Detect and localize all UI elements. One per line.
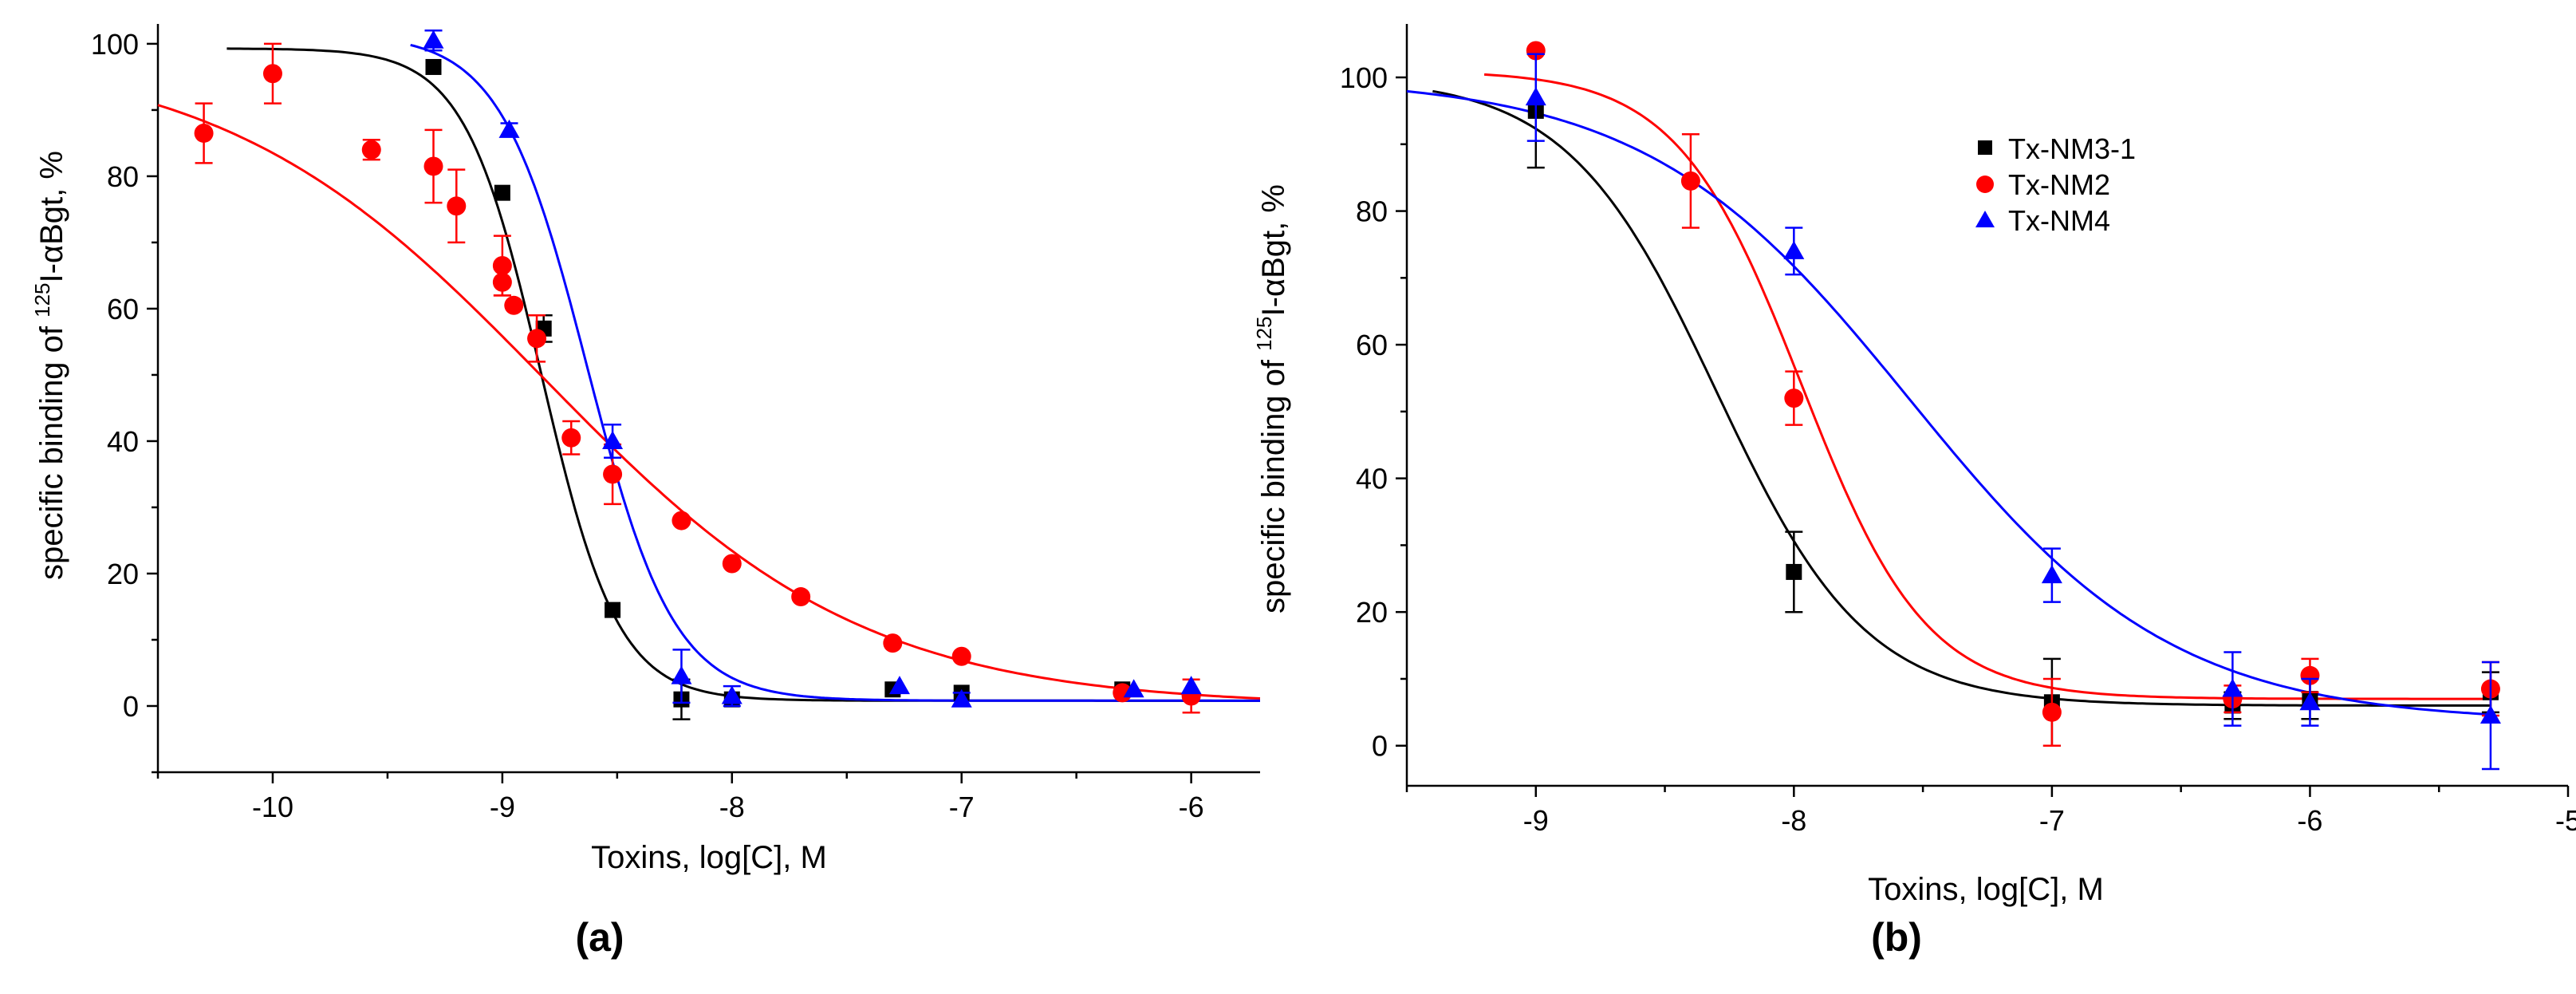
data-point-triangle — [2479, 705, 2501, 724]
x-tick-label: -5 — [2555, 804, 2576, 837]
panel-b: -9 -8 -7 -6 -5 0 20 40 60 80 100 Toxins, log[C], M… — [1252, 24, 2576, 960]
data-point-triangle — [1123, 679, 1144, 698]
x-tick-label: -9 — [490, 791, 515, 823]
data-point-triangle — [2299, 692, 2321, 711]
x-tick-label: -9 — [1523, 804, 1549, 837]
data-point-circle — [1113, 683, 1132, 703]
panel-b-x-axis-title: Toxins, log[C], M — [1868, 872, 2104, 907]
y-tick-label: 40 — [107, 425, 139, 458]
panel-a-x-axis-title: Toxins, log[C], M — [591, 840, 827, 875]
data-point-square — [605, 602, 621, 618]
x-tick-label: -6 — [2297, 804, 2322, 837]
data-point-circle — [951, 646, 971, 666]
panel-b-y-axis-title: specific binding of 125I-αBgt, % — [1252, 184, 1291, 613]
fit-curve-tx-nm2 — [157, 104, 1261, 700]
panel-b-ticks: -9 -8 -7 -6 -5 0 20 40 60 80 100 — [1340, 61, 2576, 837]
data-point-square — [494, 184, 510, 201]
data-point-square — [425, 58, 442, 75]
data-point-triangle — [2222, 678, 2243, 697]
data-point-triangle — [671, 665, 692, 684]
data-point-circle — [1784, 389, 1804, 408]
panel-a-y-axis-title: specific binding of 125I-αBgt, % — [30, 151, 69, 580]
y-tick-label: 100 — [1340, 61, 1388, 94]
panel-a-ticks: -10 -9 -8 -7 -6 0 20 40 60 80 100 — [91, 28, 1204, 823]
fit-curve-tx-nm3-1 — [1432, 89, 2491, 707]
data-point-circle — [603, 464, 623, 484]
legend-marker-square — [1978, 140, 1992, 155]
data-point-triangle — [721, 685, 742, 704]
y-tick-label: 60 — [1356, 329, 1388, 361]
data-point-circle — [492, 255, 512, 275]
legend-marker-triangle — [1975, 211, 1995, 227]
legend-label: Tx-NM4 — [2008, 204, 2110, 237]
legend-item-tx-nm3-1: Tx-NM3-1 — [1978, 132, 2136, 165]
y-tick-label: 100 — [91, 28, 139, 61]
fit-curve-tx-nm2 — [1483, 73, 2491, 700]
x-tick-label: -8 — [719, 791, 745, 823]
data-point-circle — [2042, 702, 2062, 722]
data-point-circle — [561, 428, 581, 448]
y-tick-label: 80 — [1356, 195, 1388, 228]
panel-a-label: (a) — [575, 915, 624, 960]
data-point-triangle — [423, 30, 444, 49]
panel-a-data-points — [194, 30, 1202, 720]
y-tick-label: 0 — [123, 690, 139, 723]
fit-curve-tx-nm4 — [1406, 89, 2491, 716]
y-tick-label: 0 — [1372, 730, 1388, 763]
legend-item-tx-nm2: Tx-NM2 — [1976, 168, 2110, 201]
data-point-circle — [791, 587, 811, 607]
data-point-circle — [2300, 665, 2320, 685]
data-point-square — [1786, 563, 1802, 580]
x-tick-label: -10 — [252, 791, 293, 823]
data-point-triangle — [951, 688, 972, 708]
legend-label: Tx-NM2 — [2008, 168, 2110, 201]
x-tick-label: -8 — [1781, 804, 1806, 837]
y-tick-label: 80 — [107, 160, 139, 193]
legend-marker-circle — [1976, 176, 1994, 193]
data-point-circle — [194, 123, 214, 143]
x-tick-label: -6 — [1179, 791, 1204, 823]
data-point-circle — [504, 295, 524, 315]
y-tick-label: 20 — [1356, 596, 1388, 629]
legend-label: Tx-NM3-1 — [2008, 132, 2136, 165]
data-point-triangle — [1783, 240, 1805, 259]
data-point-circle — [672, 511, 691, 531]
y-tick-label: 20 — [107, 558, 139, 590]
data-point-circle — [1526, 41, 1546, 61]
data-point-circle — [1680, 171, 1700, 191]
x-tick-label: -7 — [949, 791, 975, 823]
fit-curve-tx-nm3-1 — [226, 47, 1260, 702]
data-point-circle — [361, 140, 381, 160]
panel-a: -10 -9 -8 -7 -6 0 20 40 60 80 100 Toxins, log[C], … — [30, 24, 1261, 960]
data-point-circle — [527, 329, 547, 349]
data-point-triangle — [498, 119, 520, 138]
y-tick-label: 40 — [1356, 463, 1388, 495]
data-point-triangle — [602, 430, 624, 449]
data-point-triangle — [2041, 565, 2062, 584]
legend: Tx-NM3-1 Tx-NM2 Tx-NM4 — [1975, 132, 2136, 237]
legend-item-tx-nm4: Tx-NM4 — [1975, 204, 2110, 237]
data-point-circle — [492, 272, 512, 292]
data-point-circle — [262, 64, 282, 84]
data-point-circle — [447, 196, 467, 216]
panel-b-label: (b) — [1871, 915, 1922, 960]
panel-a-fit-curves — [157, 43, 1261, 702]
data-point-circle — [423, 156, 443, 176]
data-point-circle — [722, 554, 742, 574]
panel-b-fit-curves — [1406, 73, 2491, 716]
y-tick-label: 60 — [107, 293, 139, 325]
data-point-circle — [883, 633, 903, 653]
panel-b-data-points — [1525, 41, 2501, 771]
data-point-triangle — [1525, 87, 1546, 106]
x-tick-label: -7 — [2039, 804, 2065, 837]
data-point-triangle — [1180, 676, 1202, 695]
data-point-triangle — [888, 676, 910, 695]
